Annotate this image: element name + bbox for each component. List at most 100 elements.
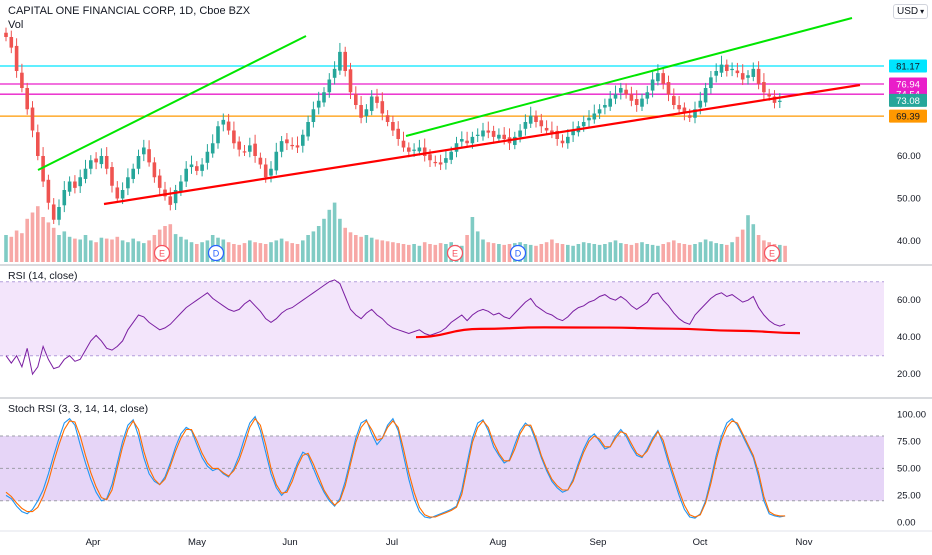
candle-body (348, 69, 353, 93)
volume-bar (560, 244, 565, 262)
volume-bar (14, 230, 19, 262)
volume-bar (41, 217, 45, 262)
candle-body (99, 156, 104, 165)
volume-bar (592, 244, 597, 262)
candle-body (391, 122, 395, 131)
volume-bar (385, 241, 390, 262)
stoch-axis-tick: 25.00 (897, 490, 921, 501)
candle-body (407, 147, 411, 152)
candle-body (210, 143, 215, 154)
volume-bar (131, 238, 135, 262)
volume-bar (719, 244, 724, 262)
volume-bar (597, 244, 602, 262)
candle-body (173, 190, 178, 204)
volume-bar (57, 235, 61, 262)
volume-bar (661, 244, 665, 262)
earnings-marker[interactable]: E (446, 244, 464, 262)
stoch-axis-tick: 50.00 (897, 463, 921, 474)
rsi-axis-tick: 40.00 (897, 332, 921, 343)
chart-title: CAPITAL ONE FINANCIAL CORP, 1D, Cboe BZX (8, 5, 251, 17)
marker-label: D (213, 249, 220, 259)
volume-bar (369, 237, 374, 262)
candle-body (104, 156, 109, 169)
volume-bar (650, 244, 655, 262)
candle-body (168, 196, 173, 205)
marker-label: D (515, 249, 522, 259)
candle-body (608, 98, 612, 107)
candle-body (444, 158, 448, 163)
volume-bar (581, 242, 586, 262)
marker-label: E (159, 249, 165, 259)
candle-body (772, 96, 777, 103)
volume-bar (89, 240, 93, 262)
volume-bar (751, 224, 756, 262)
volume-bar (756, 235, 761, 262)
candle-body (30, 107, 35, 131)
volume-bar (417, 245, 422, 262)
volume-bar (507, 244, 512, 262)
candle-body (656, 73, 660, 82)
volume-bar (475, 231, 480, 262)
candle-body (9, 37, 14, 48)
chevron-down-icon: ▾ (920, 7, 925, 16)
candle-body (157, 175, 162, 188)
volume-bar (327, 209, 332, 262)
dividend-marker[interactable]: D (207, 244, 225, 262)
candle-body (746, 75, 750, 78)
dividend-marker[interactable]: D (509, 244, 527, 262)
candle-body (285, 139, 289, 144)
earnings-marker[interactable]: E (153, 244, 171, 262)
candle-body (534, 115, 538, 122)
candle-body (14, 45, 19, 71)
volume-bar (94, 242, 98, 262)
candle-body (126, 177, 130, 189)
candle-body (624, 89, 628, 95)
candle-body (73, 181, 77, 188)
candle-body (131, 168, 135, 179)
price-label-box (889, 93, 927, 107)
volume-bar (619, 243, 623, 262)
currency-selector[interactable]: USD ▾ (893, 4, 929, 19)
candle-body (475, 134, 480, 136)
candle-body (603, 105, 607, 108)
candle-body (306, 122, 310, 137)
volume-bar (115, 236, 120, 262)
stoch-rsi-title: Stoch RSI (3, 3, 14, 14, close) (8, 403, 148, 415)
price-label-box (889, 77, 927, 91)
volume-bar (195, 244, 199, 262)
volume-bar (645, 244, 650, 262)
earnings-marker[interactable]: E (763, 244, 781, 262)
volume-bar (491, 243, 496, 262)
candle-body (301, 134, 305, 146)
candle-body (401, 140, 406, 148)
volume-bar (295, 244, 300, 262)
volume-bar (422, 242, 427, 262)
volume-bar (412, 244, 416, 262)
volume-bar (274, 240, 279, 262)
volume-bar (99, 237, 104, 262)
candle-body (142, 147, 146, 155)
candle-body (226, 121, 231, 131)
volume-bar (354, 235, 358, 262)
candle-body (619, 88, 623, 93)
volume-bar (332, 202, 337, 262)
candle-body (544, 127, 549, 131)
volume-bar (78, 239, 82, 262)
volume-bar (67, 236, 72, 262)
volume-bar (502, 244, 506, 262)
candle-body (359, 105, 363, 118)
volume-bar (444, 244, 448, 262)
candle-body (449, 151, 453, 160)
candle-body (147, 149, 151, 163)
candle-body (41, 156, 45, 182)
volume-bar (232, 244, 236, 262)
price-label-text: 81.17 (896, 62, 920, 73)
candle-body (555, 130, 559, 139)
volume-bar (465, 235, 469, 262)
price-label-box (889, 59, 927, 73)
volume-bar (486, 242, 491, 262)
rsi-title: RSI (14, close) (8, 270, 77, 282)
candle-body (719, 64, 724, 73)
